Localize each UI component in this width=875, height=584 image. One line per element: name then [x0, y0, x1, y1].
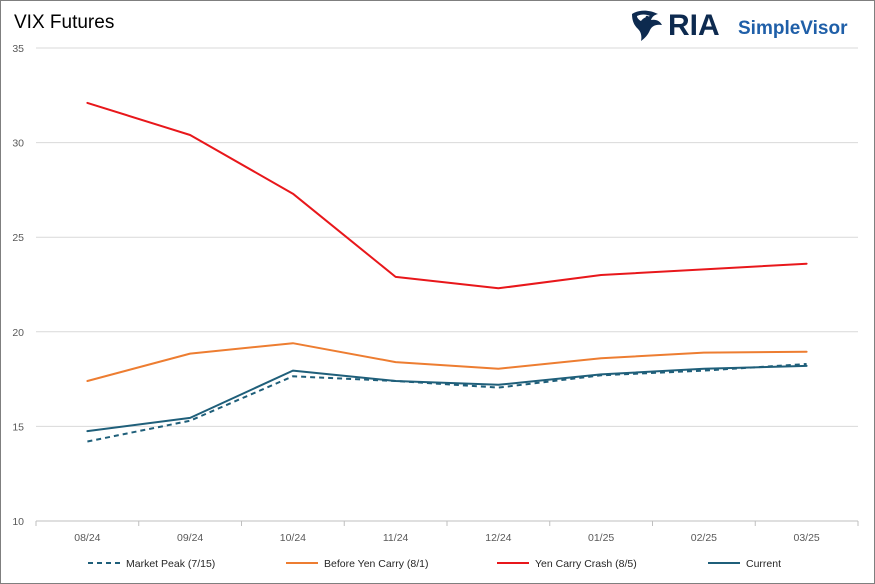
brand-secondary-text: SimpleVisor: [738, 18, 848, 39]
x-tick-label: 09/24: [177, 532, 203, 544]
x-tick-label: 11/24: [383, 532, 409, 544]
brand-primary-text: RIA: [668, 9, 720, 42]
chart-title: VIX Futures: [14, 12, 115, 33]
series-line-yen-carry-crash-8-5: [86, 101, 808, 290]
x-tick-label: 02/25: [691, 532, 717, 544]
legend-label: Before Yen Carry (8/1): [324, 558, 428, 570]
x-tick-label: 01/25: [588, 532, 614, 544]
x-tick-label: 10/24: [280, 532, 306, 544]
legend-label: Current: [746, 558, 781, 570]
eagle-icon: [632, 10, 662, 41]
legend: Market Peak (7/15) Before Yen Carry (8/1)…: [88, 558, 781, 570]
series-line-current: [86, 364, 808, 433]
series-line-before-yen-carry-8-1: [86, 342, 808, 382]
series-line-market-peak-7-15: [87, 363, 807, 443]
x-tick-label: 08/24: [74, 532, 100, 544]
legend-label: Yen Carry Crash (8/5): [535, 558, 637, 570]
legend-label: Market Peak (7/15): [126, 558, 215, 570]
y-axis-ticks: 10 15 20 25 30 35: [12, 43, 24, 528]
gridlines: [36, 47, 858, 522]
y-tick-label: 10: [12, 516, 24, 528]
x-axis-ticks: 08/24 09/24 10/24 11/24 12/24 01/25 02/25 03/25: [35, 521, 859, 544]
y-tick-label: 35: [12, 43, 24, 55]
x-tick-label: 03/25: [793, 532, 819, 544]
ria-simplevisor-logo: RIA SimpleVisor: [632, 9, 848, 42]
y-tick-label: 20: [12, 327, 24, 339]
y-tick-label: 25: [12, 232, 24, 244]
y-tick-label: 15: [12, 421, 24, 433]
y-tick-label: 30: [12, 138, 24, 150]
series-lines: [86, 101, 808, 443]
x-tick-label: 12/24: [485, 532, 511, 544]
